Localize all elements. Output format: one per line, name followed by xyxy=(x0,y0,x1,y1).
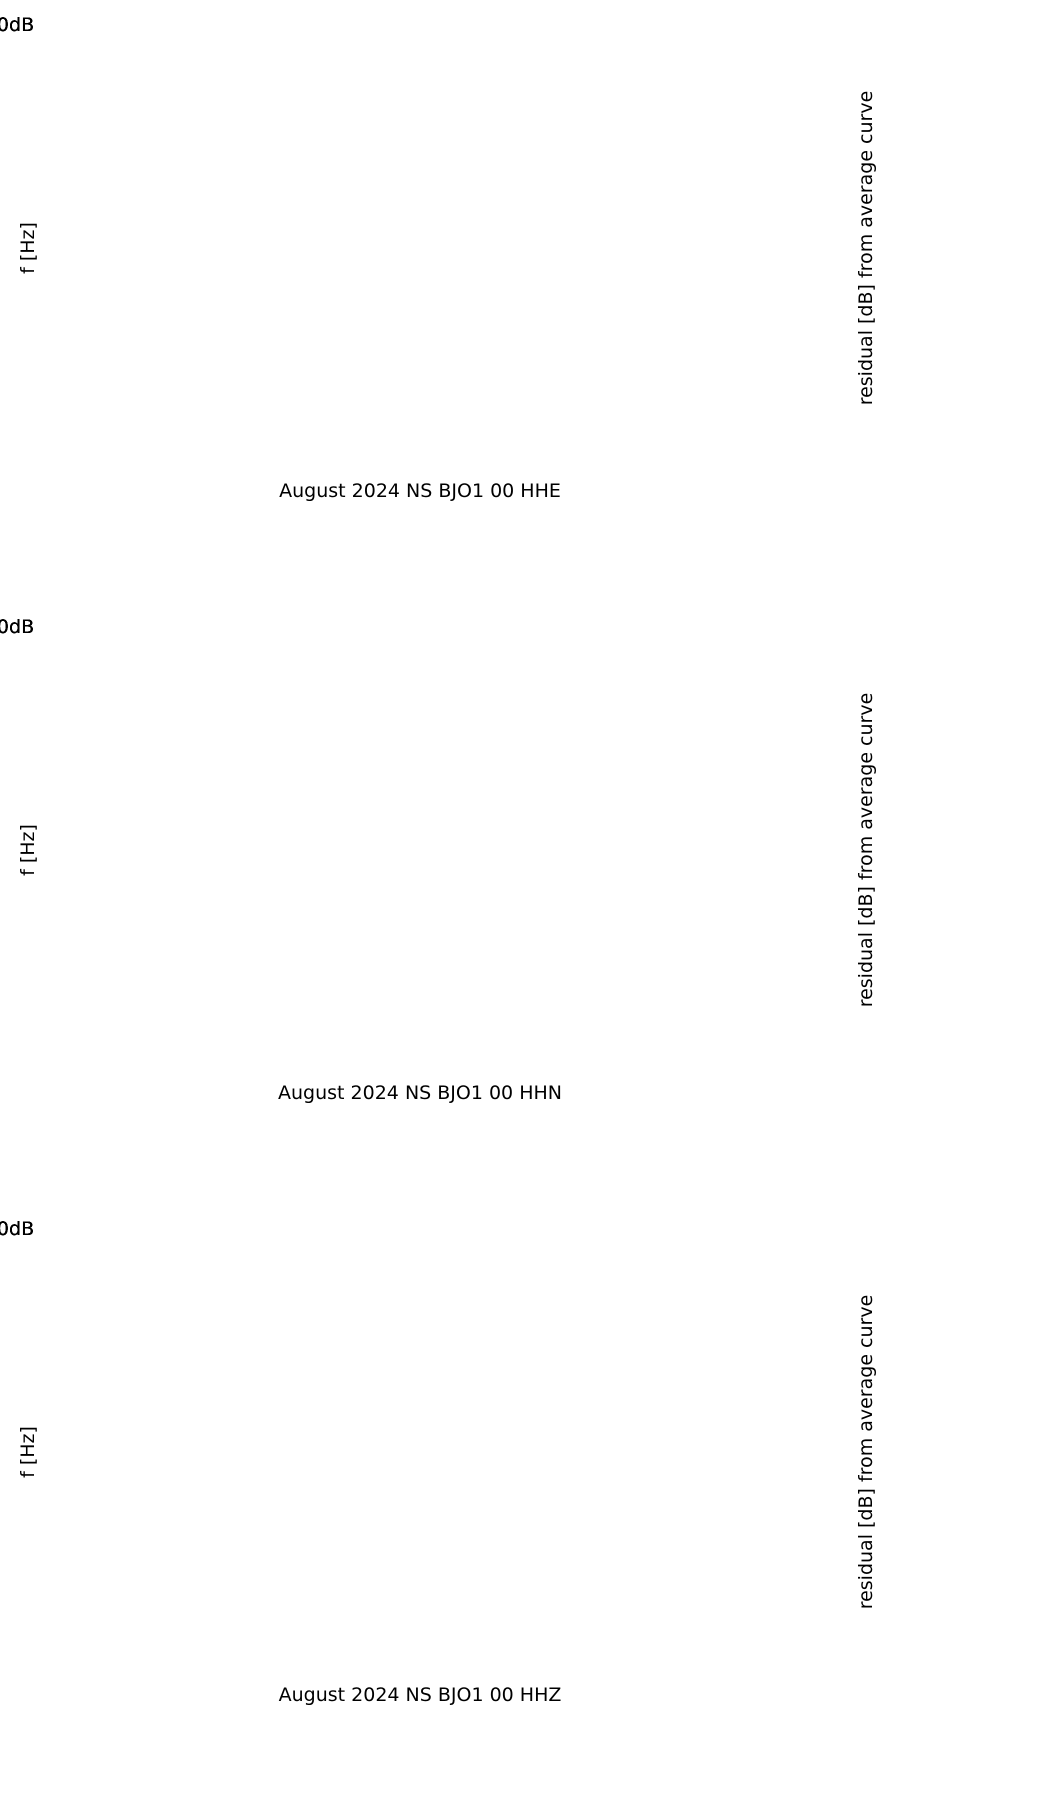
colorbar xyxy=(772,46,802,450)
panel-title: August 2024 NS BJO1 00 HHE xyxy=(279,480,561,502)
panel-title: August 2024 NS BJO1 00 HHN xyxy=(278,1082,562,1104)
y-axis-label: f [Hz] xyxy=(17,222,39,274)
spectrogram-heatmap xyxy=(100,1250,740,1654)
colorbar xyxy=(772,1250,802,1654)
colorbar-label: residual [dB] from average curve xyxy=(855,1294,877,1610)
spectrogram-heatmap xyxy=(100,648,740,1052)
top-db-label: -180dB xyxy=(0,616,35,638)
top-db-label: -160dB xyxy=(0,14,35,36)
colorbar xyxy=(772,648,802,1052)
y-axis-label: f [Hz] xyxy=(17,824,39,876)
top-db-label: -120dB xyxy=(0,616,35,638)
top-db-label: -140dB xyxy=(0,616,35,638)
colorbar-label: residual [dB] from average curve xyxy=(855,692,877,1008)
spectrogram-panel-hhe: -180dB -160dB -140dB -120dB -100dB f [Hz… xyxy=(0,0,1052,602)
top-db-label: -140dB xyxy=(0,1218,35,1240)
top-db-label: -100dB xyxy=(0,1218,35,1240)
top-db-label: -180dB xyxy=(0,1218,35,1240)
spectrogram-heatmap xyxy=(100,46,740,450)
top-db-label: -100dB xyxy=(0,616,35,638)
colorbar-label: residual [dB] from average curve xyxy=(855,90,877,406)
top-db-label: -180dB xyxy=(0,14,35,36)
top-db-label: -140dB xyxy=(0,14,35,36)
panel-title: August 2024 NS BJO1 00 HHZ xyxy=(278,1684,562,1706)
spectrogram-panel-hhn: -180dB -160dB -140dB -120dB -100dB f [Hz… xyxy=(0,602,1052,1204)
spectrogram-panel-hhz: -180dB -160dB -140dB -120dB -100dB f [Hz… xyxy=(0,1204,1052,1806)
top-db-label: -120dB xyxy=(0,1218,35,1240)
top-db-label: -160dB xyxy=(0,1218,35,1240)
top-db-label: -100dB xyxy=(0,14,35,36)
top-db-label: -160dB xyxy=(0,616,35,638)
y-axis-label: f [Hz] xyxy=(17,1426,39,1478)
top-db-label: -120dB xyxy=(0,14,35,36)
